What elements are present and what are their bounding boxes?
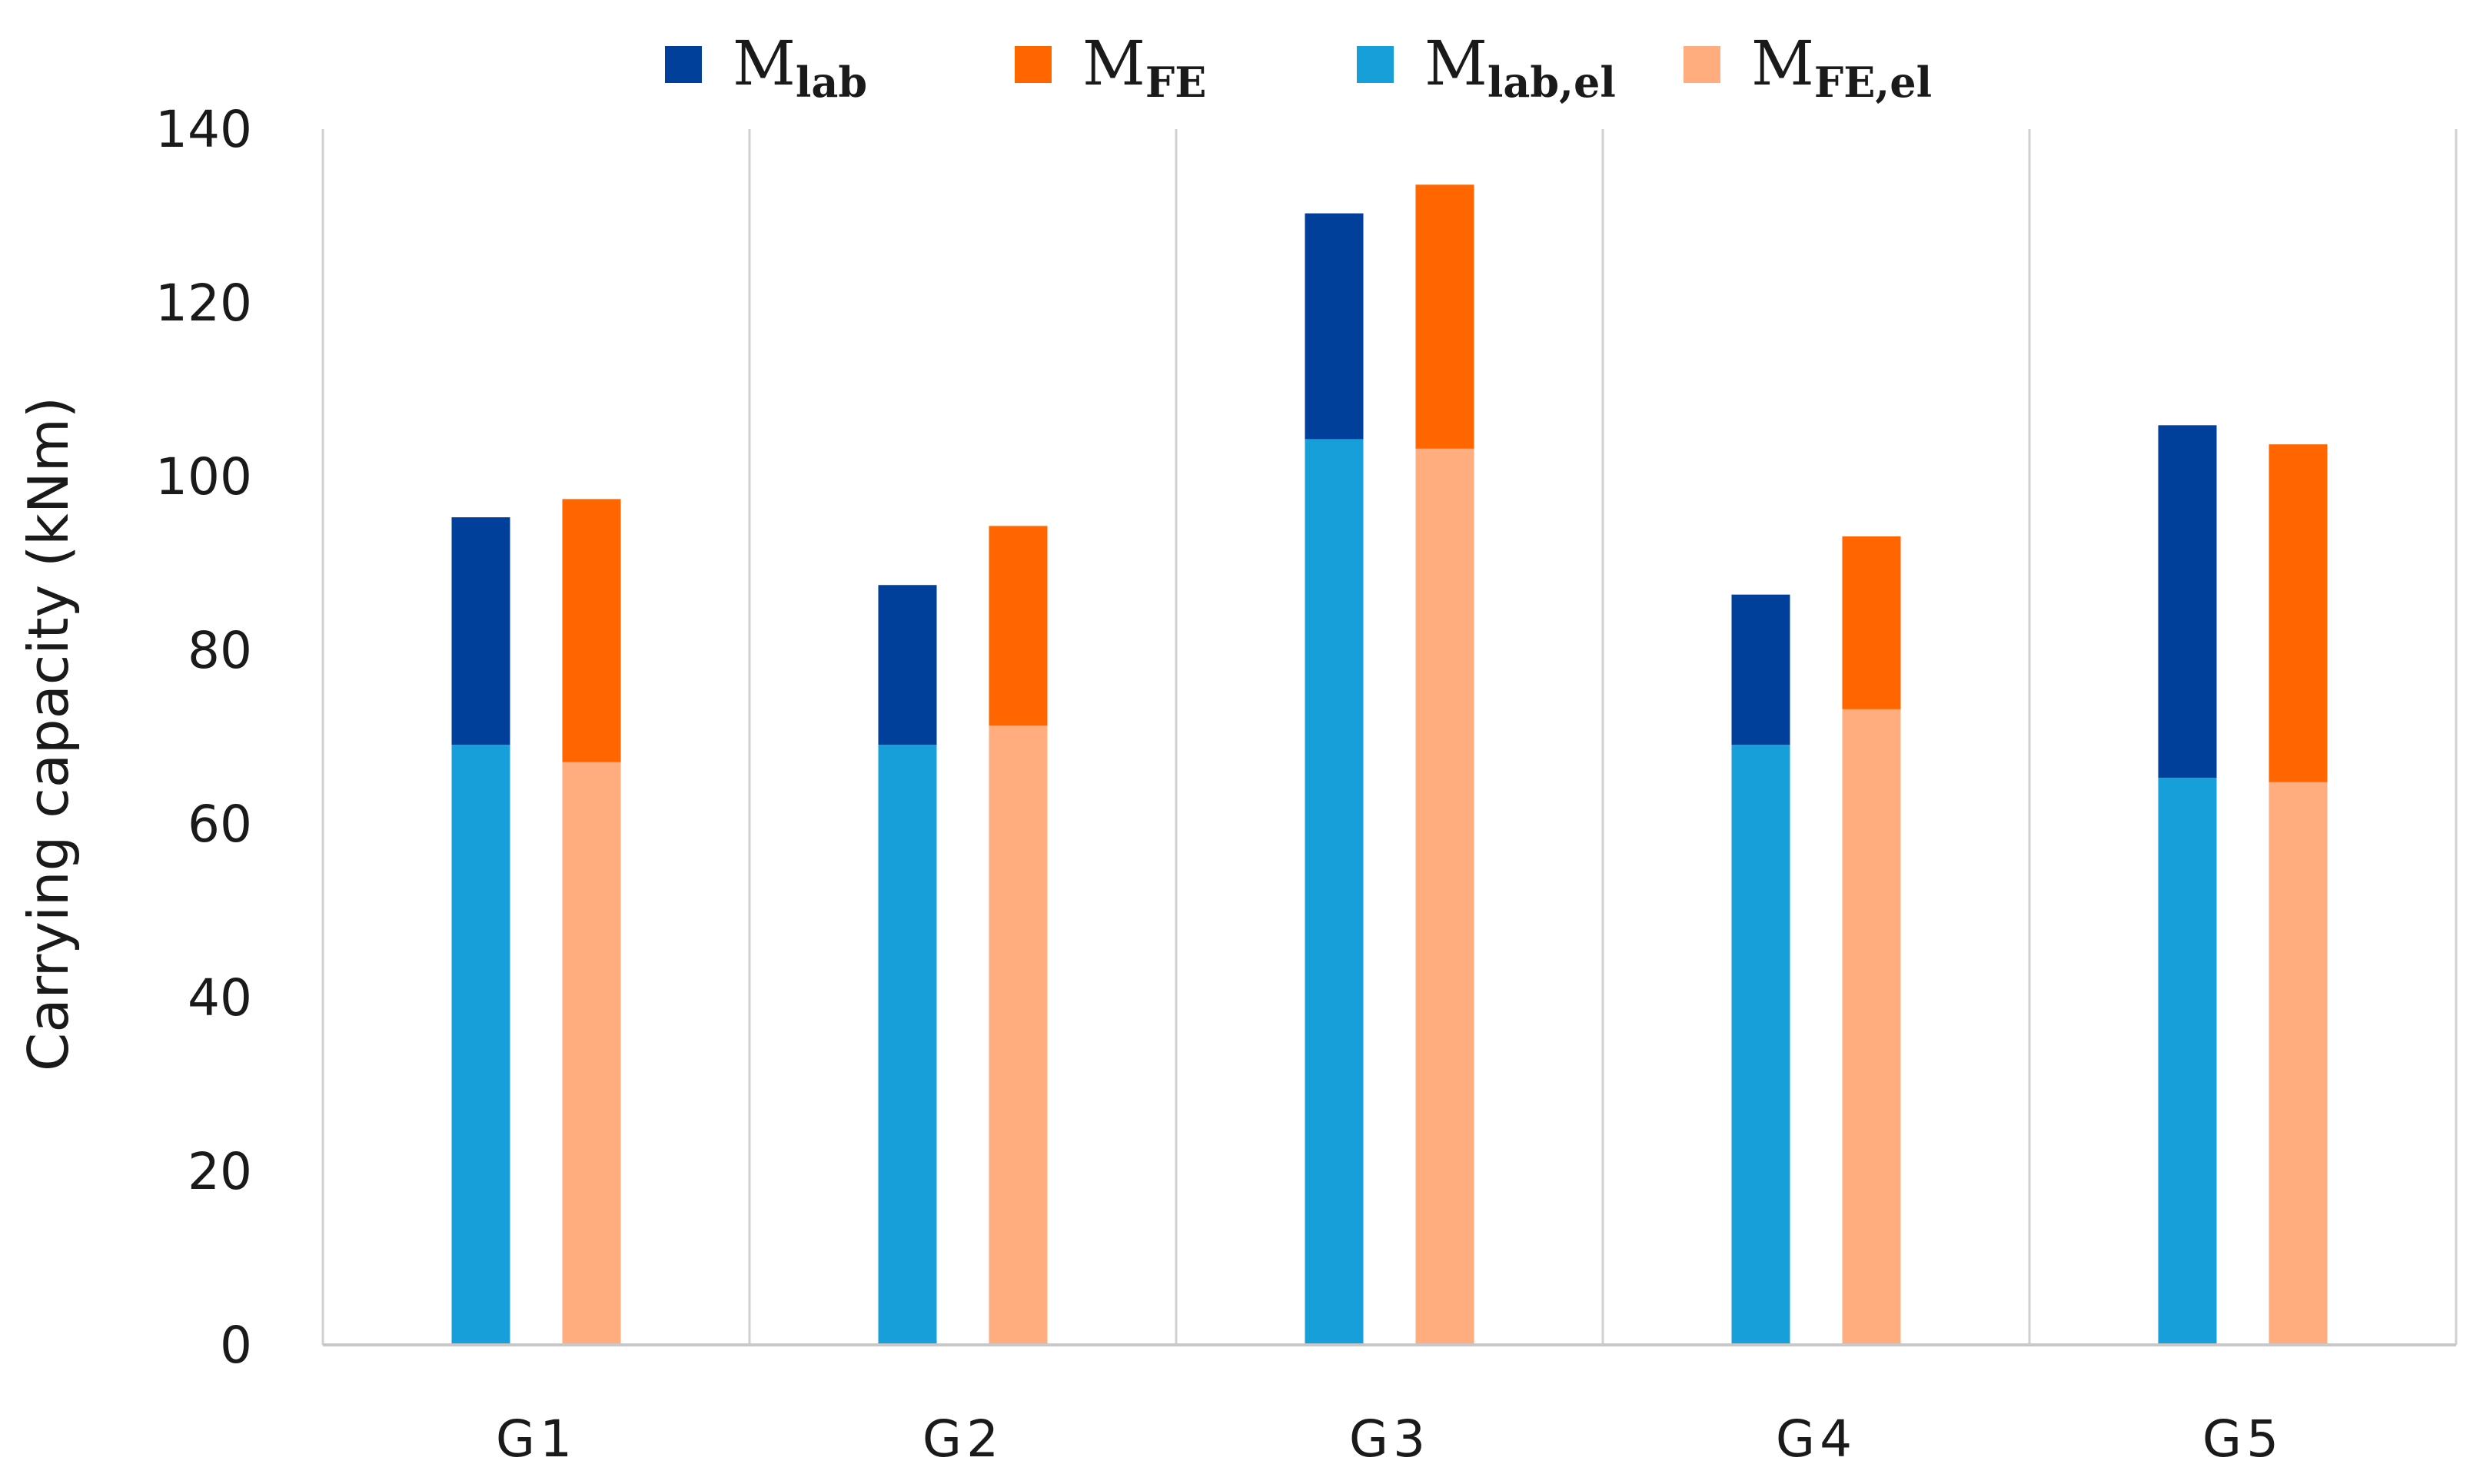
bar-m-fe-g4 — [1842, 536, 1901, 709]
bar-m-lab-el-g1 — [451, 745, 510, 1345]
bar-m-lab-el-g2 — [878, 745, 937, 1345]
bar-m-fe-g3 — [1415, 184, 1474, 449]
y-tick-label: 40 — [188, 968, 252, 1028]
y-tick-label: 20 — [188, 1142, 252, 1201]
bar-m-lab-g4 — [1731, 594, 1790, 745]
bar-m-fe-g5 — [2269, 444, 2328, 782]
bar-m-lab-g5 — [2158, 425, 2217, 779]
x-tick-label: G4 — [1776, 1409, 1856, 1469]
y-axis-title: Carrying capacity (kNm) — [16, 397, 81, 1071]
legend-swatch-m-lab-el — [1357, 46, 1394, 83]
y-tick-label: 60 — [188, 795, 252, 854]
x-tick-label: G3 — [1349, 1409, 1430, 1469]
bar-m-fe-g1 — [562, 499, 621, 762]
legend-swatch-m-fe — [1015, 46, 1052, 83]
x-tick-label: G1 — [496, 1409, 577, 1469]
y-tick-labels: 0 20 40 60 80 100 120 140 — [155, 100, 252, 1375]
bar-m-fe-el-g1 — [562, 762, 621, 1345]
bar-m-fe-g2 — [989, 526, 1048, 726]
bars — [451, 184, 2328, 1346]
bar-m-fe-el-g2 — [989, 725, 1048, 1345]
legend-label-m-fe-el: MFE,el — [1751, 28, 1932, 107]
legend-swatch-m-fe-el — [1684, 46, 1720, 83]
bar-m-lab-g3 — [1305, 213, 1364, 440]
y-tick-label: 120 — [155, 274, 252, 333]
bar-m-fe-el-g3 — [1415, 448, 1474, 1345]
x-tick-labels: G1 G2 G3 G4 G5 — [496, 1409, 2283, 1469]
bar-m-fe-el-g4 — [1842, 709, 1901, 1345]
bar-m-lab-el-g3 — [1305, 439, 1364, 1346]
legend-swatch-m-lab — [665, 46, 702, 83]
bar-m-lab-g2 — [878, 585, 937, 745]
bar-m-lab-el-g5 — [2158, 778, 2217, 1345]
y-tick-label: 100 — [155, 447, 252, 506]
x-tick-label: G5 — [2202, 1409, 2283, 1469]
y-tick-label: 80 — [188, 621, 252, 680]
legend-label-m-lab: Mlab — [733, 28, 867, 107]
y-tick-label: 140 — [155, 100, 252, 159]
legend-label-m-lab-el: Mlab,el — [1424, 28, 1616, 107]
bar-m-fe-el-g5 — [2269, 782, 2328, 1345]
bar-m-lab-el-g4 — [1731, 745, 1790, 1345]
bar-m-lab-g1 — [451, 517, 510, 745]
x-tick-label: G2 — [922, 1409, 1003, 1469]
grid-lines — [321, 129, 2458, 1345]
legend: Mlab MFE Mlab,el MFE,el — [665, 28, 1932, 107]
y-tick-label: 0 — [220, 1316, 252, 1375]
legend-label-m-fe: MFE — [1082, 28, 1206, 107]
